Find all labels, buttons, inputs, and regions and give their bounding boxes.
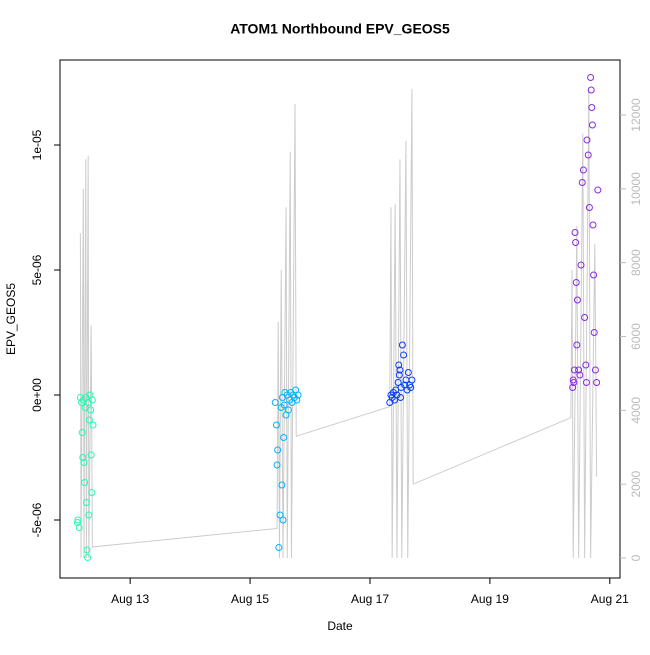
y2-tick-label: 0 [629, 554, 643, 561]
data-point [404, 369, 412, 376]
data-point [273, 461, 281, 469]
data-point [395, 361, 403, 369]
data-point [407, 384, 415, 391]
altitude-line [79, 89, 598, 558]
data-point [570, 379, 578, 386]
data-point [575, 366, 583, 374]
data-point [571, 229, 579, 236]
data-point [579, 166, 587, 174]
data-point [284, 406, 292, 414]
data-point [82, 499, 90, 506]
y2-tick-label: 6000 [629, 323, 643, 350]
data-point [78, 429, 86, 436]
data-point [73, 519, 81, 526]
x-tick-label: Aug 19 [471, 592, 509, 606]
y2-tick-label: 2000 [629, 470, 643, 497]
data-point [581, 314, 589, 321]
data-point [84, 554, 92, 561]
data-point [577, 261, 585, 269]
y2-tick-label: 8000 [629, 249, 643, 276]
data-point [570, 366, 578, 374]
data-point [85, 511, 93, 519]
data-point [582, 379, 590, 386]
data-point [278, 481, 286, 489]
data-point [395, 371, 403, 379]
data-point [588, 121, 596, 129]
y-axis-label: EPV_GEOS5 [4, 283, 18, 355]
y-tick-label: 5e-06 [30, 254, 44, 285]
data-point [587, 86, 595, 94]
data-point [587, 74, 595, 81]
data-point [583, 136, 591, 144]
x-tick-label: Aug 13 [111, 592, 149, 606]
data-point [271, 399, 279, 406]
data-point [398, 341, 406, 349]
data-point [294, 391, 302, 399]
data-point [589, 221, 597, 229]
data-point [400, 351, 408, 359]
data-point [396, 366, 404, 374]
x-tick-label: Aug 21 [591, 592, 629, 606]
x-tick-label: Aug 15 [231, 592, 269, 606]
data-point [87, 451, 95, 459]
data-point [88, 396, 96, 404]
data-point [275, 544, 283, 551]
data-point [576, 371, 584, 379]
data-point [397, 394, 405, 401]
x-tick-label: Aug 17 [351, 592, 389, 606]
data-point [81, 479, 89, 486]
data-point [590, 271, 598, 279]
data-point [280, 434, 288, 441]
data-point [274, 446, 282, 454]
data-point [394, 379, 402, 386]
data-point [584, 151, 592, 159]
data-point [279, 516, 287, 524]
y-tick-label: 1e-05 [30, 129, 44, 160]
data-point [569, 384, 577, 391]
data-point [588, 104, 596, 111]
data-point [572, 239, 580, 246]
data-point [408, 376, 416, 384]
data-point [573, 296, 581, 304]
data-point [293, 396, 301, 404]
x-axis-label: Date [327, 619, 353, 633]
data-point [582, 361, 590, 369]
y2-tick-label: 4000 [629, 397, 643, 424]
data-point [88, 489, 96, 496]
data-point [83, 546, 91, 554]
data-point [85, 416, 93, 424]
data-point [276, 511, 284, 519]
data-point [590, 329, 598, 336]
data-point [89, 421, 97, 429]
data-point [585, 204, 593, 211]
y2-tick-label: 10000 [629, 172, 643, 206]
chart-title: ATOM1 Northbound EPV_GEOS5 [230, 21, 450, 37]
data-point [280, 401, 288, 409]
y2-tick-label: 12000 [629, 98, 643, 132]
data-point [578, 179, 586, 186]
data-point [272, 421, 280, 429]
data-point [573, 341, 581, 349]
data-point [594, 186, 602, 194]
y-tick-label: 0e+00 [30, 378, 44, 412]
data-point [593, 379, 601, 386]
plot-frame [59, 59, 621, 579]
data-point [87, 406, 95, 414]
data-point [572, 279, 580, 286]
y-tick-label: -5e-06 [30, 502, 44, 537]
data-point [591, 366, 599, 374]
data-point [79, 454, 87, 461]
data-point [80, 459, 88, 466]
